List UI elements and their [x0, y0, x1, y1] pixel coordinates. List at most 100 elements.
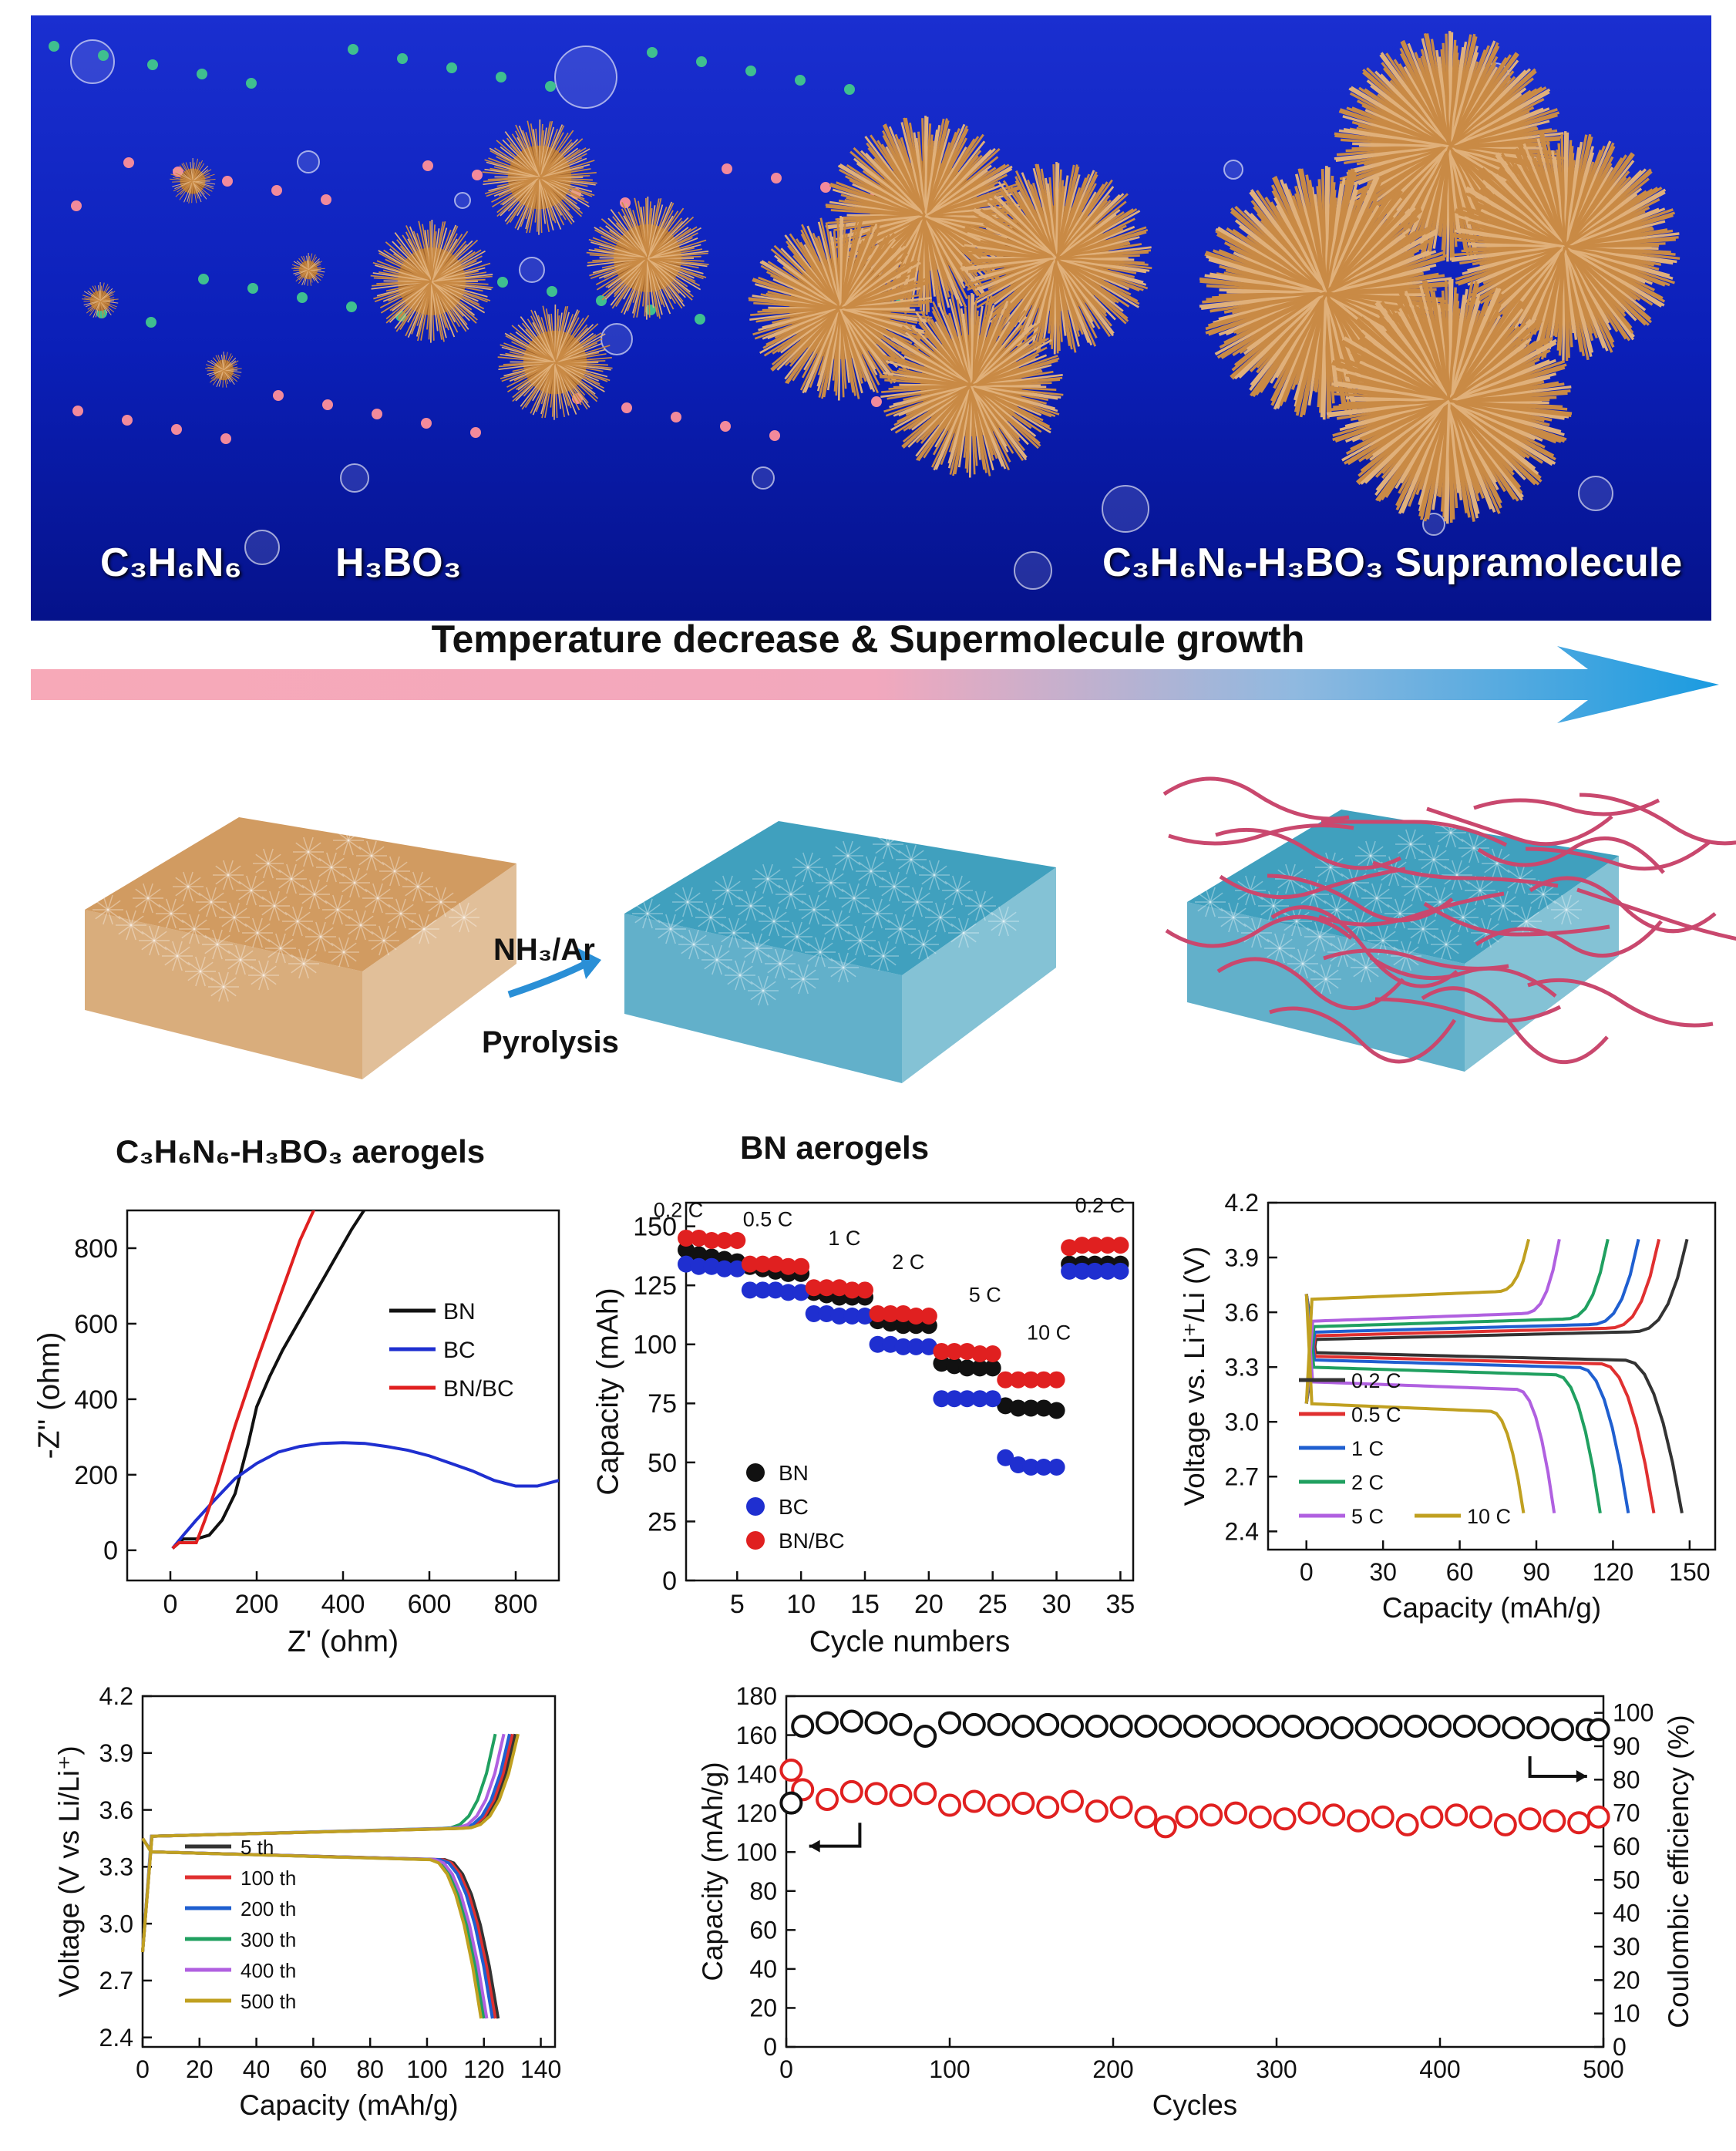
urchin-spike: [500, 177, 540, 217]
urchin-spike: [554, 362, 611, 382]
x-tick-label: 40: [243, 2055, 271, 2083]
aerogel-spike: [130, 910, 136, 926]
aerogel-spike: [980, 896, 994, 907]
urchin-spike: [1324, 189, 1358, 294]
aerogel-spike: [423, 919, 437, 930]
aerogel-spike: [807, 857, 821, 868]
molecule-dot: [297, 292, 308, 303]
aerogel-spike: [1456, 860, 1462, 876]
aerogel-spike: [802, 978, 816, 989]
aerogel-spike: [200, 961, 214, 972]
ce-point: [1085, 1715, 1109, 1738]
urchin-spike: [393, 253, 432, 282]
rate-point-bn-bc: [1086, 1237, 1104, 1254]
aerogel-spike: [1319, 936, 1333, 947]
aerogel-top-face: [85, 817, 516, 971]
aerogel-spike: [929, 874, 935, 890]
aerogel-spike: [255, 863, 269, 874]
urchin-spike: [825, 204, 926, 217]
urchin-spike: [831, 236, 842, 309]
urchin-spike: [971, 379, 1061, 387]
aerogel-spike: [1307, 927, 1321, 937]
x-tick-label: 100: [929, 2055, 970, 2083]
aerogel-spike: [218, 986, 224, 1002]
aerogel-spike: [876, 898, 883, 914]
aerogel-spike: [758, 990, 764, 1006]
rate-point-bn-bc: [946, 1342, 963, 1360]
aerogel-spike: [802, 978, 809, 995]
urchin-spike: [1055, 227, 1124, 260]
aerogel-spike: [278, 878, 292, 889]
urchin-spike: [99, 300, 104, 318]
ce-point: [1306, 1716, 1329, 1740]
aerogel-spike: [739, 975, 753, 985]
aerogel-spike: [1399, 898, 1405, 914]
gcd-1C-charge: [1304, 1238, 1640, 1404]
aerogel-spike: [818, 882, 832, 893]
aerogel-spike: [893, 877, 907, 887]
cellulose-fiber: [1215, 827, 1402, 870]
aerogel-spike: [824, 915, 838, 926]
aerogel-spike: [750, 905, 764, 916]
aerogel-spike: [383, 940, 397, 951]
aerogel-spike: [189, 928, 195, 944]
aerogel-spike: [796, 936, 810, 947]
aerogel-spike: [1519, 869, 1533, 880]
y-axis-label: Voltage vs. Li⁺/Li (V): [1179, 1247, 1210, 1506]
urchin-spike: [1380, 52, 1451, 147]
urchin-spike: [1448, 52, 1479, 147]
urchin-spike: [99, 282, 105, 301]
rate-point-bc: [1061, 1262, 1078, 1280]
legend-marker-bn: [746, 1463, 765, 1482]
aerogel-spike: [866, 856, 872, 872]
aerogel-spike: [1361, 967, 1367, 983]
urchin-spike: [647, 215, 674, 259]
aerogel-spike: [1410, 919, 1424, 930]
urchin-large-1: [825, 116, 1025, 316]
banner-illustration: [49, 31, 1680, 590]
aerogel-spike: [331, 867, 345, 877]
cellulose-fiber: [1525, 840, 1712, 871]
x-tick-label: 300: [1256, 2055, 1297, 2083]
urchin-spike: [647, 237, 698, 259]
aerogel-spike: [853, 897, 860, 914]
aerogel-spike: [1450, 907, 1464, 918]
aerogel-spike: [1302, 948, 1308, 964]
urchin-spike: [1448, 45, 1458, 147]
urchin-spike: [1049, 258, 1058, 345]
capacity-point: [913, 1782, 937, 1806]
aerogel-spike: [263, 960, 269, 976]
urchin-spike: [624, 203, 648, 259]
molecule-dot: [496, 72, 506, 82]
urchin-spike: [924, 124, 941, 217]
aerogel-spike: [267, 863, 281, 874]
aerogel-spike: [1365, 967, 1379, 978]
urchin-spike: [545, 308, 556, 363]
urchin-spike: [1250, 291, 1327, 386]
urchin-spike: [589, 258, 648, 277]
y2-tick-label: 70: [1613, 1799, 1640, 1827]
urchin-spike: [99, 294, 114, 301]
aerogel-spike: [365, 897, 378, 908]
aerogel-spike: [835, 846, 849, 857]
aerogel-spike: [358, 855, 372, 866]
capacity-point: [962, 1789, 986, 1813]
molecule-dot: [620, 197, 631, 208]
aerogel-spike: [210, 901, 217, 917]
aerogel-spike: [670, 919, 684, 930]
urchin-spike: [1372, 399, 1451, 457]
rate-point-bc: [958, 1390, 976, 1408]
urchin-spike: [488, 157, 540, 178]
aerogel-spike: [767, 869, 781, 880]
urchin-spike: [1448, 342, 1557, 402]
aerogel-spike: [1003, 921, 1009, 937]
aerogel-spike: [263, 975, 269, 991]
aerogel-spike: [801, 900, 815, 911]
aerogel-spike: [927, 907, 941, 918]
molecule-dot: [322, 399, 333, 410]
aerogel-spike: [687, 892, 701, 903]
cellulose-fiber: [1477, 836, 1665, 874]
aerogel-spike: [331, 951, 345, 962]
aerogel-spike: [819, 942, 833, 953]
aerogel-spike: [371, 940, 385, 951]
